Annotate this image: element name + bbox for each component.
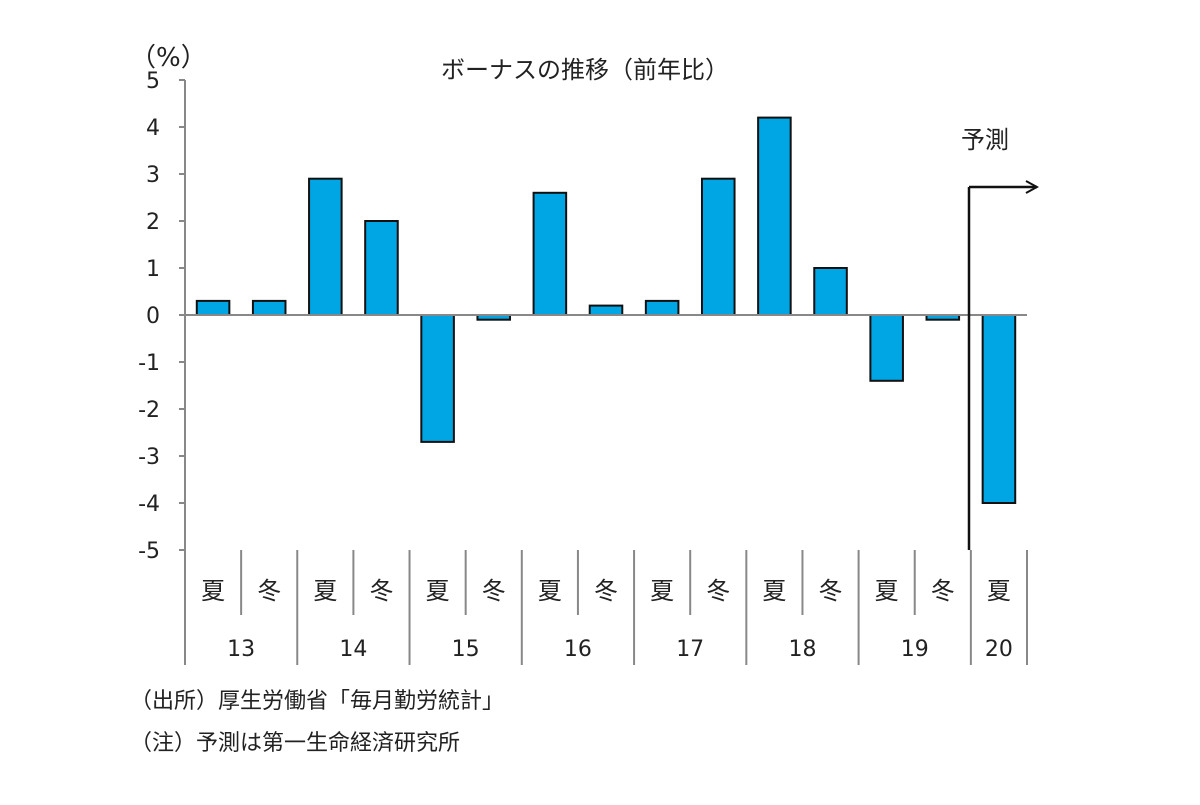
x-tick-label: 冬	[706, 577, 730, 605]
x-tick-label: 冬	[369, 577, 393, 605]
x-tick-label: 夏	[762, 577, 786, 605]
x-tick-label: 夏	[313, 577, 337, 605]
y-tick-label: -4	[138, 492, 160, 517]
y-axis-unit: （%）	[130, 43, 207, 73]
y-tick-label: -3	[138, 445, 160, 470]
bar	[981, 314, 1017, 504]
bar	[532, 191, 568, 316]
bar	[364, 220, 399, 316]
year-label: 16	[564, 637, 592, 662]
x-tick-label: 夏	[875, 577, 899, 605]
y-tick-label: 0	[146, 304, 160, 329]
year-label: 20	[985, 637, 1013, 662]
year-label: 18	[788, 637, 816, 662]
x-tick-label: 夏	[987, 577, 1011, 605]
bar	[757, 116, 792, 316]
year-label: 14	[339, 637, 367, 662]
bar	[251, 299, 287, 316]
x-tick-label: 冬	[594, 577, 618, 605]
bar	[813, 267, 848, 316]
x-tick-label: 冬	[482, 577, 506, 605]
forecast-note: （注）予測は第一生命経済研究所	[130, 731, 461, 756]
y-tick-label: 2	[146, 210, 160, 235]
x-tick-label: 夏	[201, 577, 225, 605]
bonus-chart: ボーナスの推移（前年比） （%） 5 4 3 2 1 0 -1 -2 -3 -4 -5 夏 冬 夏 冬 夏 冬…	[130, 43, 1200, 665]
x-tick-label: 夏	[650, 577, 674, 605]
year-label: 13	[227, 637, 255, 662]
x-tick-label: 冬	[257, 577, 281, 605]
y-tick-label: 5	[146, 69, 160, 94]
bar	[644, 299, 680, 316]
bar	[195, 299, 231, 316]
x-tick-label: 冬	[819, 577, 843, 605]
x-tick-label: 夏	[426, 577, 450, 605]
bar	[700, 177, 736, 316]
source-note: （出所）厚生労働省「毎月勤労統計」	[130, 689, 505, 714]
x-tick-label: 冬	[931, 577, 955, 605]
y-tick-label: 1	[146, 257, 160, 282]
chart-title: ボーナスの推移（前年比）	[441, 56, 729, 84]
y-tick-label: 4	[146, 116, 160, 141]
x-tick-label: 夏	[538, 577, 562, 605]
bar	[420, 314, 455, 443]
bar	[308, 177, 343, 316]
y-tick-label: 3	[146, 163, 160, 188]
y-tick-label: -5	[138, 539, 160, 564]
forecast-label: 予測	[961, 126, 1009, 154]
bar	[869, 314, 904, 382]
year-label: 19	[901, 637, 929, 662]
year-label: 17	[676, 637, 704, 662]
y-tick-label: -1	[138, 351, 160, 376]
bar	[588, 304, 624, 317]
year-label: 15	[452, 637, 480, 662]
y-tick-label: -2	[138, 398, 160, 423]
